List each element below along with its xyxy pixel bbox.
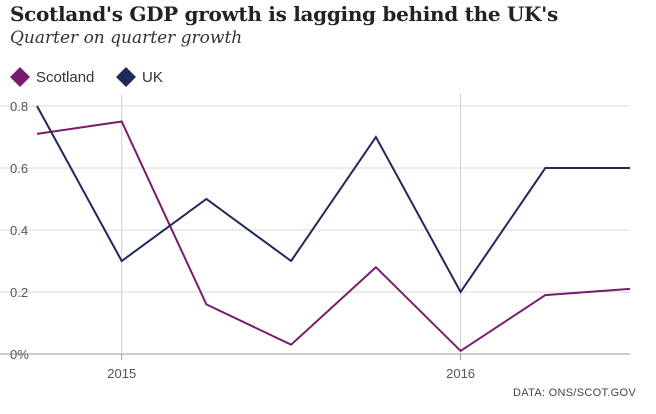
legend-marker-uk-icon <box>116 67 136 87</box>
chart-title: Scotland's GDP growth is lagging behind … <box>10 2 558 26</box>
y-tick-label: 0% <box>10 347 29 362</box>
legend-label-uk: UK <box>142 69 163 86</box>
source-note: DATA: ONS/SCOT.GOV <box>513 387 636 399</box>
legend-label-scotland: Scotland <box>36 69 94 86</box>
x-tick-label: 2015 <box>107 366 136 381</box>
series-line-scotland <box>36 120 631 353</box>
y-tick-label: 0.4 <box>10 223 28 238</box>
y-tick-label: 0.2 <box>10 285 28 300</box>
chart-subtitle: Quarter on quarter growth <box>10 28 243 48</box>
legend-marker-scotland-icon <box>10 67 30 87</box>
series-line-uk <box>36 105 630 294</box>
y-tick-label: 0.6 <box>10 161 28 176</box>
x-tick-label: 2016 <box>446 366 475 381</box>
y-tick-label: 0.8 <box>10 99 28 114</box>
